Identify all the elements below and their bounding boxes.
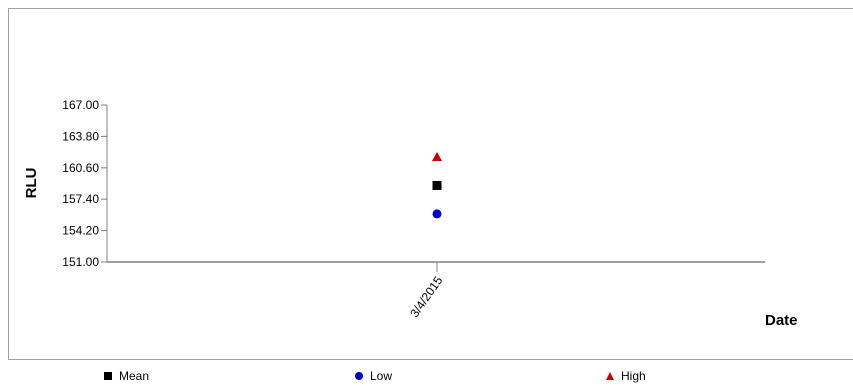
legend-label: Low [370,369,393,383]
legend-item-low: Low [354,369,392,383]
high-point [432,152,442,162]
mean-point [432,180,442,190]
triangle-marker-icon [606,372,614,380]
y-axis-title: RLU [23,168,40,199]
square-marker-icon [104,372,112,380]
x-tick-label: 3/4/2015 [407,273,445,320]
y-tick-label: 157.40 [62,192,99,206]
legend-label: Mean [119,369,150,383]
legend-label: High [621,369,646,383]
y-tick-label: 160.60 [62,161,99,175]
y-tick-label: 167.00 [62,98,99,112]
y-tick-label: 163.80 [62,129,99,143]
chart-frame [8,8,853,360]
chart-marks [432,152,442,219]
circle-marker-icon [355,372,363,380]
chart-canvas: 151.00 154.20 157.40 160.60 163.80 167.00 3/4… [23,98,798,329]
low-point [432,209,442,219]
x-axis: 3/4/2015 [107,261,765,320]
legend-item-mean: Mean [103,369,149,383]
legend-item-high: High [605,369,646,383]
y-tick-label: 154.20 [62,224,99,238]
y-axis: 151.00 154.20 157.40 160.60 163.80 167.00 [62,98,108,269]
y-tick-label: 151.00 [62,255,99,269]
legend: Mean Low High [0,366,853,386]
x-axis-title: Date [765,312,798,329]
